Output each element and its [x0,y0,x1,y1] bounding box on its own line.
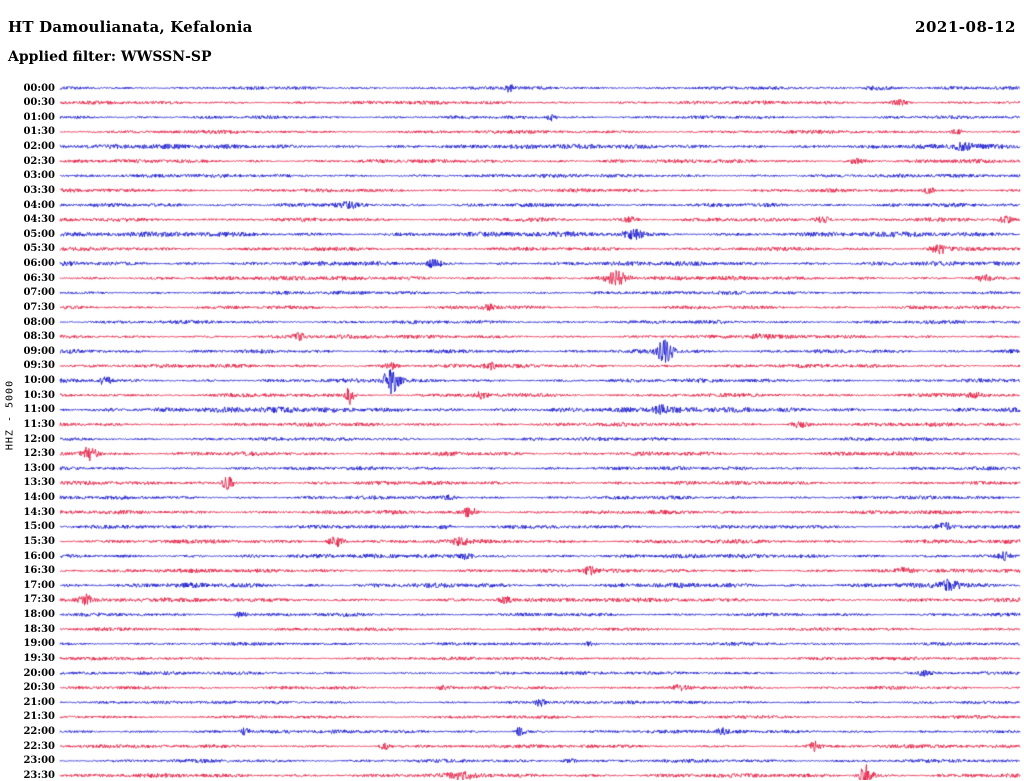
time-label: 11:00 [23,404,55,416]
time-label: 18:00 [23,609,55,621]
time-label: 05:30 [23,243,55,255]
time-label: 19:30 [23,652,55,664]
time-label: 22:00 [23,726,55,738]
time-label: 12:00 [23,433,55,445]
time-label: 15:30 [23,535,55,547]
time-label: 17:00 [23,579,55,591]
time-label: 08:30 [23,331,55,343]
time-label: 07:00 [23,287,55,299]
time-label: 23:30 [23,770,55,781]
time-label: 04:30 [23,214,55,226]
time-label: 13:00 [23,462,55,474]
time-label: 15:00 [23,521,55,533]
time-label: 23:00 [23,755,55,767]
time-label: 16:00 [23,550,55,562]
time-label: 19:00 [23,638,55,650]
time-label: 08:00 [23,316,55,328]
time-label: 06:30 [23,272,55,284]
time-label: 17:30 [23,594,55,606]
time-label: 10:00 [23,375,55,387]
time-label: 22:30 [23,740,55,752]
time-label: 12:30 [23,448,55,460]
time-label: 04:00 [23,199,55,211]
time-label: 00:00 [23,82,55,94]
time-label: 06:00 [23,258,55,270]
time-label: 01:30 [23,126,55,138]
time-label: 00:30 [23,97,55,109]
time-label: 16:30 [23,565,55,577]
time-label: 14:00 [23,492,55,504]
time-label: 01:00 [23,111,55,123]
time-label: 20:00 [23,667,55,679]
time-label: 10:30 [23,389,55,401]
time-label: 05:00 [23,228,55,240]
time-label: 03:30 [23,184,55,196]
time-label: 02:30 [23,155,55,167]
time-label: 11:30 [23,418,55,430]
time-label: 03:00 [23,170,55,182]
time-label: 13:30 [23,477,55,489]
time-label: 02:00 [23,141,55,152]
time-label: 21:00 [23,696,55,708]
time-label: 09:00 [23,345,55,357]
time-label: 18:30 [23,623,55,635]
time-label: 21:30 [23,711,55,723]
time-label: 09:30 [23,360,55,372]
time-label: 20:30 [23,682,55,694]
time-label: 07:30 [23,301,55,313]
time-label: 14:30 [23,506,55,518]
